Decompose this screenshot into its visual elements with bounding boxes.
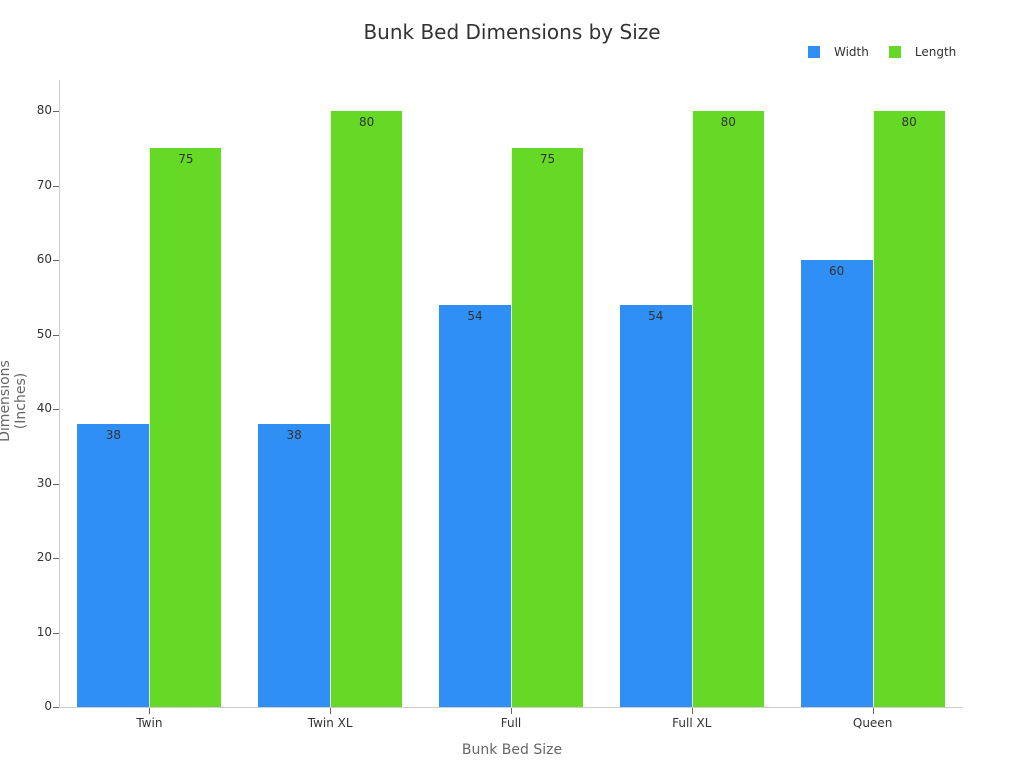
x-tick-label: Full XL [672, 716, 712, 730]
y-tick-label: 20 [36, 550, 52, 564]
bar-value-label: 80 [901, 115, 917, 129]
bar-width-full[interactable]: 54 [439, 304, 511, 707]
legend-label-length: Length [914, 45, 957, 59]
y-tick-label: 30 [36, 475, 52, 490]
y-tick-label: 70 [36, 177, 52, 192]
y-tick-label: 40 [36, 401, 52, 415]
x-tick-label: Twin XL [307, 716, 353, 730]
x-axis-line [59, 707, 963, 708]
legend-label-width: Width [834, 45, 869, 59]
y-tick-mark [53, 558, 59, 559]
y-tick-mark [53, 707, 59, 708]
bar-length-twin[interactable]: 75 [149, 148, 222, 707]
bar-value-label: 38 [105, 427, 122, 442]
y-tick-mark [53, 185, 59, 187]
bar-length-twin-xl[interactable]: 80 [330, 111, 403, 707]
y-tick-label: 60 [36, 252, 52, 266]
y-tick-label: 80 [36, 103, 52, 117]
x-tick-mark [511, 708, 512, 714]
y-tick-mark [53, 111, 59, 112]
y-tick-mark [53, 409, 59, 410]
y-tick-mark [53, 483, 59, 485]
y-tick-label: 10 [36, 624, 52, 639]
y-tick-mark [53, 334, 59, 336]
legend-item-width[interactable]: Width [808, 45, 869, 59]
bar-width-twin-xl[interactable]: 38 [258, 423, 331, 707]
y-tick-mark [53, 632, 59, 634]
bar-value-label: 80 [720, 115, 736, 129]
bar-value-label: 38 [286, 427, 302, 442]
y-axis-title: Dimensions (Inches) [0, 360, 29, 442]
legend-item-length[interactable]: Length [888, 45, 957, 59]
y-tick-label: 50 [36, 326, 52, 341]
bar-width-full-xl[interactable]: 54 [619, 304, 692, 707]
x-axis-title: Bunk Bed Size [461, 742, 563, 758]
x-tick-label: Twin [136, 716, 163, 730]
bar-length-full-xl[interactable]: 80 [691, 111, 764, 707]
bar-value-label: 54 [648, 308, 664, 323]
bar-value-label: 54 [467, 308, 483, 323]
y-axis-line [59, 80, 60, 708]
y-tick-mark [53, 260, 59, 261]
chart-title: Bunk Bed Dimensions by Size [363, 20, 661, 44]
y-tick-label: 0 [44, 699, 52, 713]
x-tick-mark [149, 708, 151, 714]
x-tick-mark [872, 708, 874, 714]
legend: Width Length [808, 45, 976, 59]
bar-value-label: 75 [178, 152, 194, 167]
x-tick-mark [330, 708, 332, 714]
legend-swatch-length [888, 46, 901, 58]
bar-width-twin[interactable]: 38 [77, 423, 150, 707]
bar-length-full[interactable]: 75 [511, 148, 583, 707]
bar-width-queen[interactable]: 60 [800, 260, 873, 707]
x-tick-label: Full [500, 716, 522, 730]
bar-value-label: 75 [539, 152, 556, 167]
bar-value-label: 60 [828, 264, 845, 278]
x-tick-mark [691, 708, 693, 714]
x-tick-label: Queen [852, 716, 893, 730]
bar-length-queen[interactable]: 80 [872, 111, 945, 707]
legend-swatch-width [808, 46, 820, 58]
bar-value-label: 80 [359, 115, 375, 129]
